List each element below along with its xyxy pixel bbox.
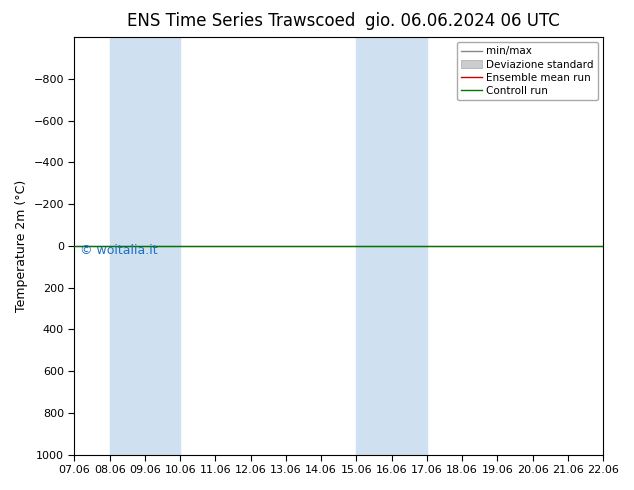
Legend: min/max, Deviazione standard, Ensemble mean run, Controll run: min/max, Deviazione standard, Ensemble m… [457, 42, 598, 100]
Text: © woitalia.it: © woitalia.it [80, 244, 157, 257]
Bar [110, 37, 180, 455]
Text: gio. 06.06.2024 06 UTC: gio. 06.06.2024 06 UTC [365, 12, 560, 30]
Bar [356, 37, 427, 455]
Y-axis label: Temperature 2m (°C): Temperature 2m (°C) [15, 180, 28, 312]
Text: ENS Time Series Trawscoed: ENS Time Series Trawscoed [127, 12, 355, 30]
